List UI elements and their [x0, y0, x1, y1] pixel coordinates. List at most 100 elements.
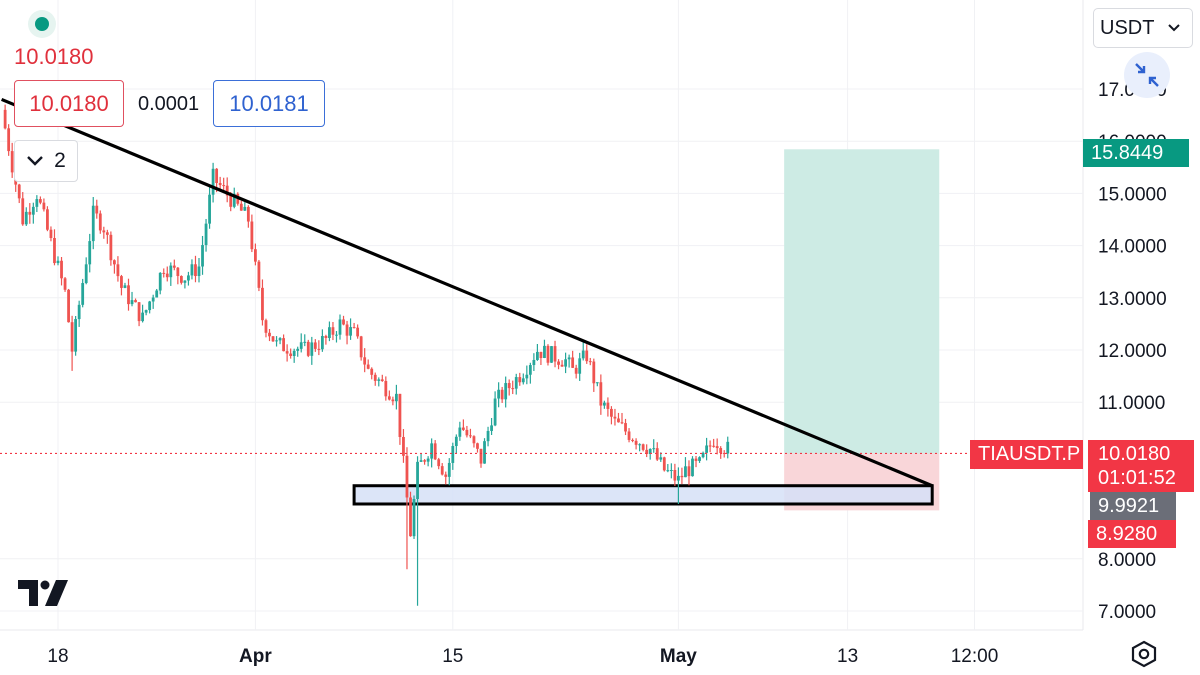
candle-body: [564, 359, 567, 367]
candle-body: [268, 332, 271, 337]
candle-body: [169, 265, 173, 278]
candle-body: [113, 260, 116, 265]
candle-body: [719, 448, 723, 454]
candle-body: [511, 388, 515, 390]
candle-body: [46, 209, 49, 230]
candle-body: [35, 199, 39, 207]
chart-zones: [352, 149, 940, 511]
candle-body: [694, 458, 698, 461]
candle-body: [409, 497, 412, 537]
candle-body: [521, 378, 525, 383]
candle-body: [211, 168, 215, 195]
candle-body: [194, 264, 197, 277]
settings-hexagon-icon[interactable]: [1131, 640, 1157, 668]
candle-body: [504, 383, 508, 400]
candle-body: [264, 320, 268, 333]
candle-body: [684, 466, 687, 478]
candle-body: [282, 338, 285, 352]
candle-body: [454, 436, 458, 447]
candle-body: [398, 393, 402, 437]
candle-body: [275, 340, 278, 342]
candle-body: [426, 458, 430, 462]
candle-body: [652, 448, 656, 450]
candle-body: [24, 211, 28, 225]
compress-arrows-icon[interactable]: [1124, 52, 1170, 98]
candle-body: [514, 377, 518, 389]
candle-body: [680, 475, 684, 478]
candle-body: [412, 498, 416, 537]
candle-body: [3, 109, 7, 129]
candle-body: [405, 455, 409, 498]
candle-body: [497, 389, 501, 399]
candle-body: [659, 457, 663, 460]
candle-body: [416, 461, 419, 499]
candle-body: [469, 435, 472, 437]
candle-body: [28, 211, 32, 215]
buy-price-box[interactable]: 10.0181: [213, 80, 325, 127]
candle-body: [190, 264, 194, 276]
chart-drawings: [0, 97, 1083, 488]
candle-body: [423, 460, 426, 462]
candle-body: [641, 444, 645, 450]
candle-body: [387, 396, 391, 400]
trend-line: [0, 97, 933, 488]
candle-body: [84, 264, 88, 284]
currency-selector[interactable]: USDT: [1093, 8, 1193, 48]
x-tick-label: 12:00: [951, 646, 999, 667]
candle-body: [313, 342, 317, 349]
y-tick-label: 11.0000: [1098, 393, 1165, 414]
entry-price-tag: 9.9921: [1090, 492, 1176, 520]
candle-body: [648, 448, 652, 454]
candle-body: [349, 327, 352, 336]
candle-body: [613, 416, 617, 419]
indicators-toggle[interactable]: 2: [14, 140, 78, 182]
logo-dot-icon[interactable]: [28, 10, 56, 38]
candle-body: [595, 382, 599, 384]
candle-body: [479, 448, 483, 464]
candlestick-series: [3, 104, 730, 606]
candle-body: [363, 357, 367, 365]
x-tick-label: May: [660, 646, 697, 667]
candle-body: [578, 358, 582, 374]
candle-body: [592, 361, 596, 384]
candle-body: [493, 398, 497, 426]
candle-body: [560, 364, 564, 367]
candle-body: [289, 353, 293, 356]
candle-body: [419, 460, 423, 462]
candle-body: [380, 379, 384, 381]
candle-body: [144, 310, 148, 313]
sell-price-box[interactable]: 10.0180: [14, 80, 124, 127]
candle-body: [557, 361, 560, 365]
candle-body: [701, 452, 705, 458]
candle-body: [42, 202, 46, 210]
candle-body: [550, 346, 553, 363]
candle-body: [148, 301, 152, 311]
candle-body: [395, 393, 398, 402]
indicators-count: 2: [54, 149, 66, 172]
candle-body: [677, 475, 680, 481]
candle-body: [500, 389, 504, 400]
candle-body: [687, 466, 691, 477]
candle-body: [187, 275, 190, 281]
y-tick-label: 14.0000: [1098, 237, 1167, 258]
candle-body: [490, 425, 493, 431]
candle-body: [571, 357, 575, 368]
candle-body: [451, 446, 455, 463]
candle-body: [705, 445, 708, 453]
candle-body: [105, 232, 109, 235]
candle-body: [250, 221, 254, 250]
current-price-tag: 10.0180 01:01:52: [1088, 440, 1194, 492]
candle-body: [98, 213, 102, 231]
candle-body: [123, 285, 127, 288]
candle-body: [229, 195, 233, 207]
candle-body: [433, 443, 437, 460]
candle-body: [461, 427, 465, 430]
candle-body: [324, 335, 328, 338]
candle-body: [691, 458, 694, 477]
candle-body: [673, 470, 677, 481]
candle-body: [303, 341, 307, 343]
candle-body: [134, 300, 137, 303]
candle-body: [352, 327, 356, 329]
candle-body: [310, 342, 314, 356]
